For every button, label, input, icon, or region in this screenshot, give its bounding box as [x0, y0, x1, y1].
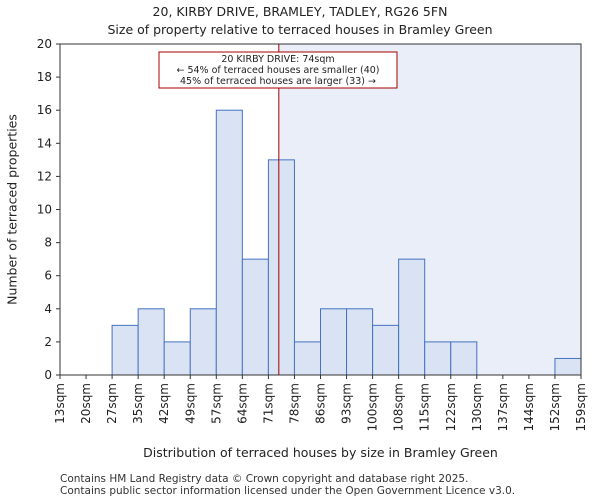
x-tick-label: 130sqm	[470, 383, 484, 431]
x-tick-label: 122sqm	[444, 383, 458, 431]
x-axis-label: Distribution of terraced houses by size …	[143, 445, 498, 460]
footer-licence: Contains public sector information licen…	[60, 485, 516, 497]
y-tick-label: 2	[44, 335, 52, 349]
chart-subtitle: Size of property relative to terraced ho…	[107, 22, 493, 37]
y-tick-label: 4	[44, 302, 52, 316]
histogram-bar	[372, 324, 400, 376]
x-tick-label: 42sqm	[157, 383, 171, 424]
annotation-line-3: 45% of terraced houses are larger (33) →	[180, 76, 376, 87]
histogram-bar	[320, 308, 348, 376]
x-tick-label: 93sqm	[340, 383, 354, 424]
x-tick-label: 86sqm	[314, 383, 328, 424]
annotation-line-2: ← 54% of terraced houses are smaller (40…	[176, 65, 379, 76]
x-tick-label: 137sqm	[496, 383, 510, 431]
y-tick-label: 0	[44, 368, 52, 382]
y-tick-label: 18	[37, 70, 52, 84]
x-tick-label: 35sqm	[131, 383, 145, 424]
x-tick-label: 108sqm	[392, 383, 406, 431]
x-tick-label: 20sqm	[79, 383, 93, 424]
histogram-bar	[398, 258, 426, 376]
histogram-chart: 0 2 4 6 8 10 12 14 16 18 20 13sqm 20sqm 27sqm 35sqm 42s…	[5, 37, 589, 460]
y-tick-label: 20	[37, 37, 52, 51]
x-tick-label: 57sqm	[209, 383, 223, 424]
histogram-bar	[111, 324, 139, 376]
y-tick-label: 16	[37, 103, 52, 117]
histogram-bar	[241, 258, 269, 376]
y-tick-label: 12	[37, 169, 52, 183]
histogram-bar	[346, 308, 374, 376]
y-tick-label: 6	[44, 269, 52, 283]
x-tick-label: 64sqm	[235, 383, 249, 424]
y-tick-label: 14	[37, 136, 52, 150]
histogram-bar	[163, 341, 191, 376]
x-tick-label: 78sqm	[287, 383, 301, 424]
histogram-bar	[137, 308, 165, 376]
x-tick-label: 27sqm	[105, 383, 119, 424]
footer-copyright: Contains HM Land Registry data © Crown c…	[60, 473, 469, 485]
histogram-bar	[450, 341, 478, 376]
annotation-line-1: 20 KIRBY DRIVE: 74sqm	[221, 54, 334, 65]
histogram-bar	[554, 357, 582, 376]
y-tick-label: 10	[37, 203, 52, 217]
x-tick-label: 159sqm	[574, 383, 588, 431]
x-tick-label: 71sqm	[261, 383, 275, 424]
y-tick-label: 8	[44, 236, 52, 250]
histogram-bar	[267, 159, 295, 376]
x-tick-label: 49sqm	[183, 383, 197, 424]
x-tick-label: 13sqm	[53, 383, 67, 424]
annotation-box: 20 KIRBY DRIVE: 74sqm ← 54% of terraced …	[158, 51, 398, 89]
histogram-bar	[215, 109, 243, 376]
histogram-bar	[293, 341, 322, 376]
x-tick-label: 100sqm	[366, 383, 380, 431]
histogram-bar	[189, 308, 217, 376]
chart-title: 20, KIRBY DRIVE, BRAMLEY, TADLEY, RG26 5…	[152, 4, 448, 19]
x-tick-label: 115sqm	[418, 383, 432, 431]
histogram-bar	[424, 341, 452, 376]
x-tick-label: 152sqm	[548, 383, 562, 431]
x-tick-label: 144sqm	[522, 383, 536, 431]
y-axis-label: Number of terraced properties	[5, 114, 20, 305]
